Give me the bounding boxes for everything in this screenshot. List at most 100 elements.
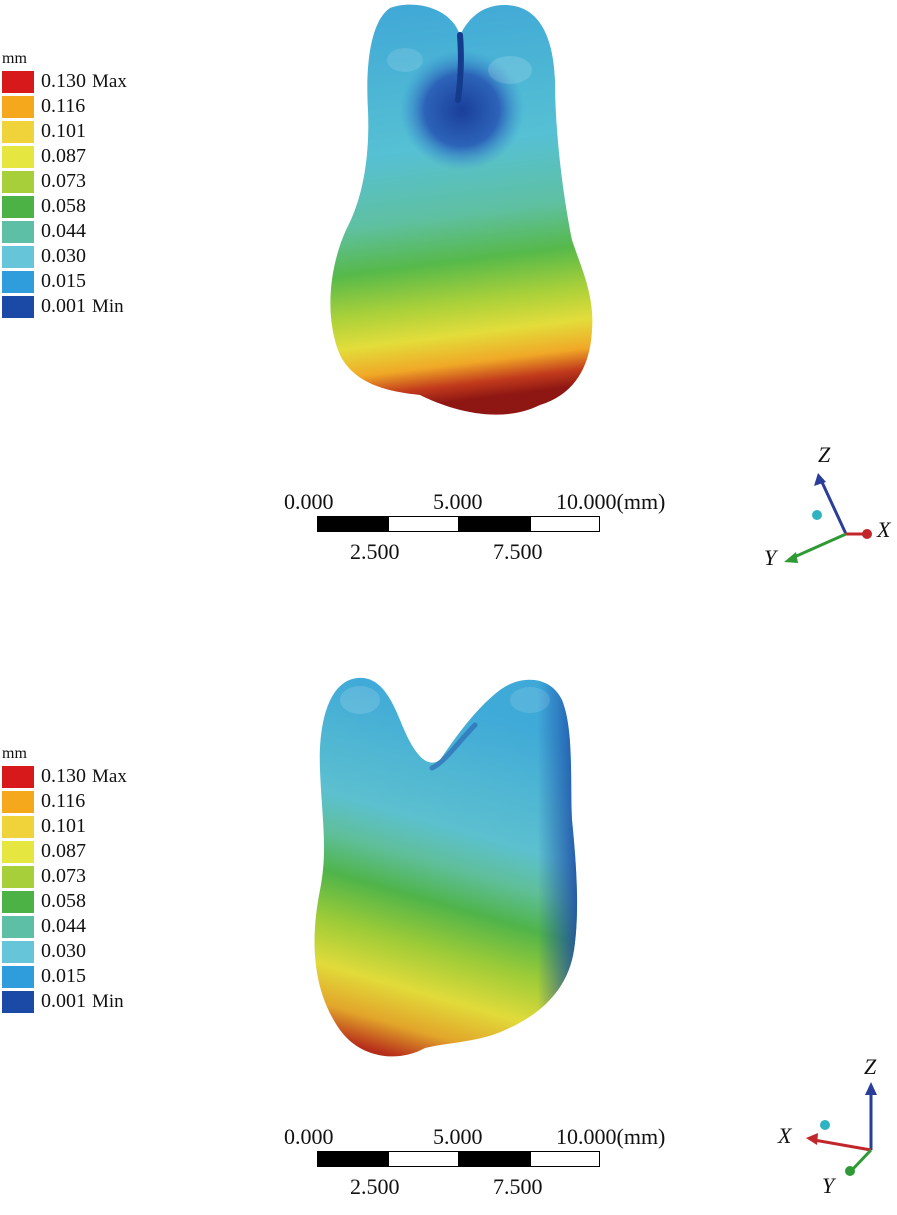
scale-segment	[388, 1151, 459, 1167]
legend-row: 0.058	[2, 193, 86, 218]
legend-swatch	[2, 196, 34, 218]
legend-row: 0.044	[2, 913, 86, 938]
scale-segment	[459, 1151, 530, 1167]
legend-value: 0.044	[41, 915, 86, 937]
legend-value: 0.101	[41, 120, 86, 142]
legend-value: 0.073	[41, 865, 86, 887]
legend-row: 0.116	[2, 93, 85, 118]
origin-dot	[812, 510, 822, 520]
scale-label-7-5: 7.500	[493, 1174, 543, 1199]
cusp-groove	[455, 32, 464, 103]
scale-label-10: 10.000(mm)	[556, 489, 666, 514]
legend-value: 0.044	[41, 220, 86, 242]
scale-bar-top: 0.000 5.000 10.000(mm) 2.500 7.500	[270, 490, 710, 580]
legend-swatch	[2, 121, 34, 143]
legend-swatch	[2, 941, 34, 963]
color-legend-top: mm 0.130 Max 0.116 0.101 0.087 0.073 0.05…	[2, 50, 127, 318]
cusp-groove	[429, 722, 478, 771]
legend-row: 0.058	[2, 888, 86, 913]
legend-tag-min: Min	[92, 991, 124, 1012]
legend-value: 0.030	[41, 245, 86, 267]
axis-label-y: Y	[764, 545, 779, 570]
legend-swatch	[2, 841, 34, 863]
legend-row: 0.087	[2, 838, 86, 863]
legend-row: 0.101	[2, 118, 86, 143]
legend-value: 0.130	[41, 70, 86, 92]
legend-value: 0.001	[41, 990, 86, 1012]
tooth-model-top	[330, 4, 593, 415]
legend-tag-max: Max	[92, 71, 127, 92]
scale-label-0: 0.000	[284, 1124, 334, 1149]
scale-label-5: 5.000	[433, 489, 483, 514]
legend-swatch	[2, 146, 34, 168]
legend-swatch	[2, 71, 34, 93]
legend-unit: mm	[2, 50, 27, 67]
legend-unit: mm	[2, 745, 27, 762]
top-view-panel: mm 0.130 Max 0.116 0.101 0.087 0.073 0.05…	[0, 0, 897, 600]
legend-swatch	[2, 791, 34, 813]
axis-label-z: Z	[864, 1054, 877, 1079]
legend-row: 0.015	[2, 268, 86, 293]
legend-row: 0.073	[2, 168, 86, 193]
legend-row: 0.015	[2, 963, 86, 988]
legend-swatch	[2, 916, 34, 938]
legend-value: 0.015	[41, 965, 86, 987]
scale-segment	[530, 1151, 600, 1167]
legend-value: 0.130	[41, 765, 86, 787]
legend-row: 0.044	[2, 218, 86, 243]
scale-label-0: 0.000	[284, 489, 334, 514]
legend-value: 0.058	[41, 890, 86, 912]
legend-swatch	[2, 891, 34, 913]
legend-value: 0.015	[41, 270, 86, 292]
legend-swatch	[2, 171, 34, 193]
legend-row-min: 0.001 Min	[2, 293, 124, 318]
scale-label-2-5: 2.500	[350, 1174, 400, 1199]
legend-row: 0.116	[2, 788, 85, 813]
color-legend-bottom: mm 0.130 Max 0.116 0.101 0.087 0.073 0.05…	[2, 745, 127, 1013]
axis-label-x: X	[777, 1123, 793, 1148]
legend-tag-max: Max	[92, 766, 127, 787]
scale-segment	[317, 1151, 388, 1167]
legend-value: 0.073	[41, 170, 86, 192]
legend-tag-min: Min	[92, 296, 124, 317]
legend-value: 0.030	[41, 940, 86, 962]
legend-row: 0.030	[2, 243, 86, 268]
legend-row: 0.101	[2, 813, 86, 838]
legend-value: 0.001	[41, 295, 86, 317]
axis-triad-top: Z X Y	[764, 442, 892, 570]
tooth-surface	[330, 4, 593, 415]
legend-swatch	[2, 866, 34, 888]
scale-segment	[459, 516, 530, 532]
legend-swatch	[2, 991, 34, 1013]
legend-swatch	[2, 96, 34, 118]
scale-segment	[317, 516, 388, 532]
scale-label-10: 10.000(mm)	[556, 1124, 666, 1149]
scale-bar-bottom: 0.000 5.000 10.000(mm) 2.500 7.500	[270, 1125, 710, 1215]
legend-swatch	[2, 816, 34, 838]
legend-value: 0.116	[41, 790, 86, 812]
axis-triad-bottom: Z X Y	[777, 1054, 877, 1198]
scale-label-5: 5.000	[433, 1124, 483, 1149]
legend-value: 0.116	[41, 95, 86, 117]
tooth-model-bottom	[314, 677, 578, 1057]
axis-label-x: X	[876, 517, 892, 542]
scale-label-7-5: 7.500	[493, 539, 543, 564]
legend-swatch	[2, 766, 34, 788]
legend-row: 0.073	[2, 863, 86, 888]
legend-swatch	[2, 966, 34, 988]
legend-swatch	[2, 271, 34, 293]
legend-swatch	[2, 296, 34, 318]
legend-row-max: 0.130 Max	[2, 763, 127, 788]
legend-value: 0.087	[41, 840, 86, 862]
scale-segment	[388, 516, 459, 532]
legend-value: 0.087	[41, 145, 86, 167]
legend-value: 0.101	[41, 815, 86, 837]
axis-label-y: Y	[822, 1173, 837, 1198]
scale-label-2-5: 2.500	[350, 539, 400, 564]
legend-row-max: 0.130 Max	[2, 68, 127, 93]
axis-label-z: Z	[818, 442, 831, 467]
origin-dot	[820, 1120, 830, 1130]
legend-swatch	[2, 246, 34, 268]
legend-swatch	[2, 221, 34, 243]
legend-row: 0.030	[2, 938, 86, 963]
